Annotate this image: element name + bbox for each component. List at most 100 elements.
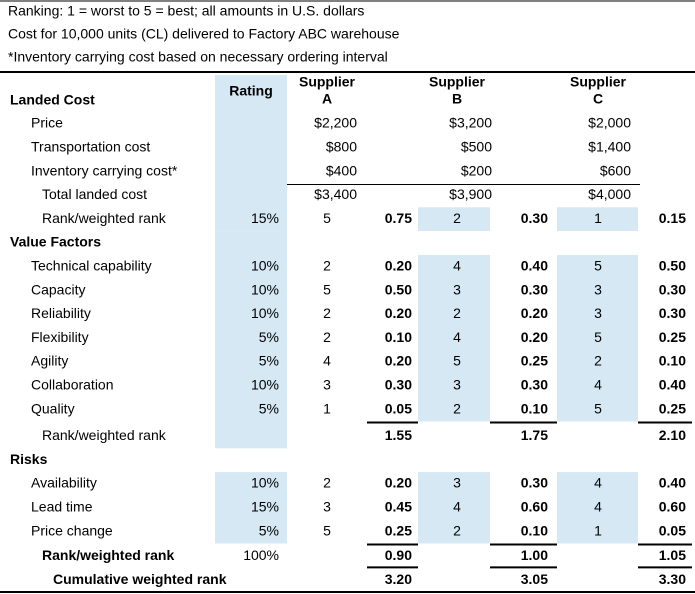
rank: 4 — [323, 353, 331, 369]
row-label: Rank/weighted rank — [42, 210, 167, 226]
rank: 5 — [594, 329, 602, 345]
rating: 15% — [251, 499, 279, 515]
row-label: Capacity — [31, 281, 85, 297]
weighted-rank: 0.10 — [521, 400, 548, 416]
shade — [557, 254, 638, 422]
weighted-rank: 3.30 — [659, 571, 686, 587]
rating: 5% — [259, 522, 279, 538]
rank: 4 — [594, 475, 602, 491]
rating: 5% — [259, 329, 279, 345]
row-label: Cumulative weighted rank — [53, 571, 227, 587]
rank: 5 — [323, 210, 331, 226]
rank: 1 — [594, 522, 602, 538]
weighted-rank: 0.60 — [659, 499, 686, 515]
rating: 5% — [259, 353, 279, 369]
weighted-rank: 0.30 — [385, 377, 412, 393]
weighted-rank: 0.10 — [385, 329, 412, 345]
weighted-rank: 1.75 — [521, 427, 548, 443]
rank: 2 — [323, 475, 331, 491]
shade — [215, 231, 287, 449]
weighted-rank: 0.45 — [385, 499, 412, 515]
weighted-rank: 0.20 — [385, 258, 412, 274]
weighted-rank: 0.40 — [521, 258, 548, 274]
rating: 100% — [243, 547, 279, 563]
rating: 10% — [251, 281, 279, 297]
weighted-rank: 0.05 — [659, 522, 686, 538]
weighted-rank: 2.10 — [659, 427, 686, 443]
rank: 3 — [323, 499, 331, 515]
weighted-rank: 0.25 — [521, 353, 548, 369]
weighted-rank: 1.55 — [385, 427, 412, 443]
column-header: Rating — [229, 83, 273, 99]
rank: 2 — [453, 210, 461, 226]
weighted-rank: 0.30 — [521, 377, 548, 393]
section-title: Landed Cost — [10, 92, 95, 108]
amount: $400 — [326, 162, 357, 178]
weighted-rank: 0.40 — [659, 377, 686, 393]
weighted-rank: 0.25 — [385, 522, 412, 538]
weighted-rank: 0.30 — [521, 475, 548, 491]
weighted-rank: 0.20 — [385, 475, 412, 491]
rank: 2 — [323, 305, 331, 321]
rating: 15% — [251, 210, 279, 226]
weighted-rank: 0.75 — [385, 210, 412, 226]
rank: 2 — [453, 305, 461, 321]
weighted-rank: 0.20 — [385, 353, 412, 369]
weighted-rank: 1.00 — [521, 547, 548, 563]
rank: 1 — [323, 400, 331, 416]
weighted-rank: 0.20 — [521, 305, 548, 321]
row-label: Rank/weighted rank — [42, 427, 167, 443]
weighted-rank: 0.20 — [521, 329, 548, 345]
row-label: Price — [31, 115, 63, 131]
weighted-rank: 0.90 — [385, 547, 412, 563]
column-header: Supplier — [429, 74, 486, 90]
row-label: Lead time — [31, 499, 93, 515]
rank: 5 — [323, 522, 331, 538]
rank: 5 — [594, 400, 602, 416]
weighted-rank: 0.30 — [521, 281, 548, 297]
rating: 10% — [251, 258, 279, 274]
amount: $3,400 — [314, 186, 357, 202]
shade — [215, 75, 287, 232]
rank: 4 — [594, 499, 602, 515]
rank: 3 — [323, 377, 331, 393]
row-label: Availability — [31, 475, 97, 491]
rank: 4 — [594, 377, 602, 393]
weighted-rank: 0.25 — [659, 400, 686, 416]
weighted-rank: 1.05 — [659, 547, 686, 563]
row-label: Reliability — [31, 305, 91, 321]
rank: 2 — [594, 353, 602, 369]
amount: $3,900 — [449, 186, 492, 202]
amount: $1,400 — [588, 139, 631, 155]
weighted-rank: 0.30 — [659, 305, 686, 321]
column-header: C — [593, 91, 603, 107]
weighted-rank: 3.20 — [385, 571, 412, 587]
rank: 4 — [453, 499, 461, 515]
rank: 2 — [453, 522, 461, 538]
row-label: Inventory carrying cost* — [31, 162, 178, 178]
row-label: Rank/weighted rank — [42, 547, 174, 563]
row-label: Quality — [31, 400, 75, 416]
column-header: Supplier — [299, 74, 356, 90]
weighted-rank: 0.50 — [659, 258, 686, 274]
rating: 10% — [251, 475, 279, 491]
amount: $2,200 — [314, 115, 357, 131]
amount: $3,200 — [449, 115, 492, 131]
weighted-rank: 0.10 — [659, 353, 686, 369]
shade — [557, 472, 638, 544]
amount: $2,000 — [588, 115, 631, 131]
row-label: Total landed cost — [42, 186, 147, 202]
amount: $600 — [600, 162, 631, 178]
shade — [418, 207, 490, 232]
note: *Inventory carrying cost based on necess… — [8, 49, 388, 65]
weighted-rank: 0.10 — [521, 522, 548, 538]
row-label: Collaboration — [31, 377, 114, 393]
rank: 1 — [594, 210, 602, 226]
rank: 2 — [453, 400, 461, 416]
weighted-rank: 0.05 — [385, 400, 412, 416]
note: Cost for 10,000 units (CL) delivered to … — [8, 26, 400, 42]
rank: 3 — [594, 281, 602, 297]
weighted-rank: 0.15 — [659, 210, 686, 226]
rank: 4 — [453, 258, 461, 274]
